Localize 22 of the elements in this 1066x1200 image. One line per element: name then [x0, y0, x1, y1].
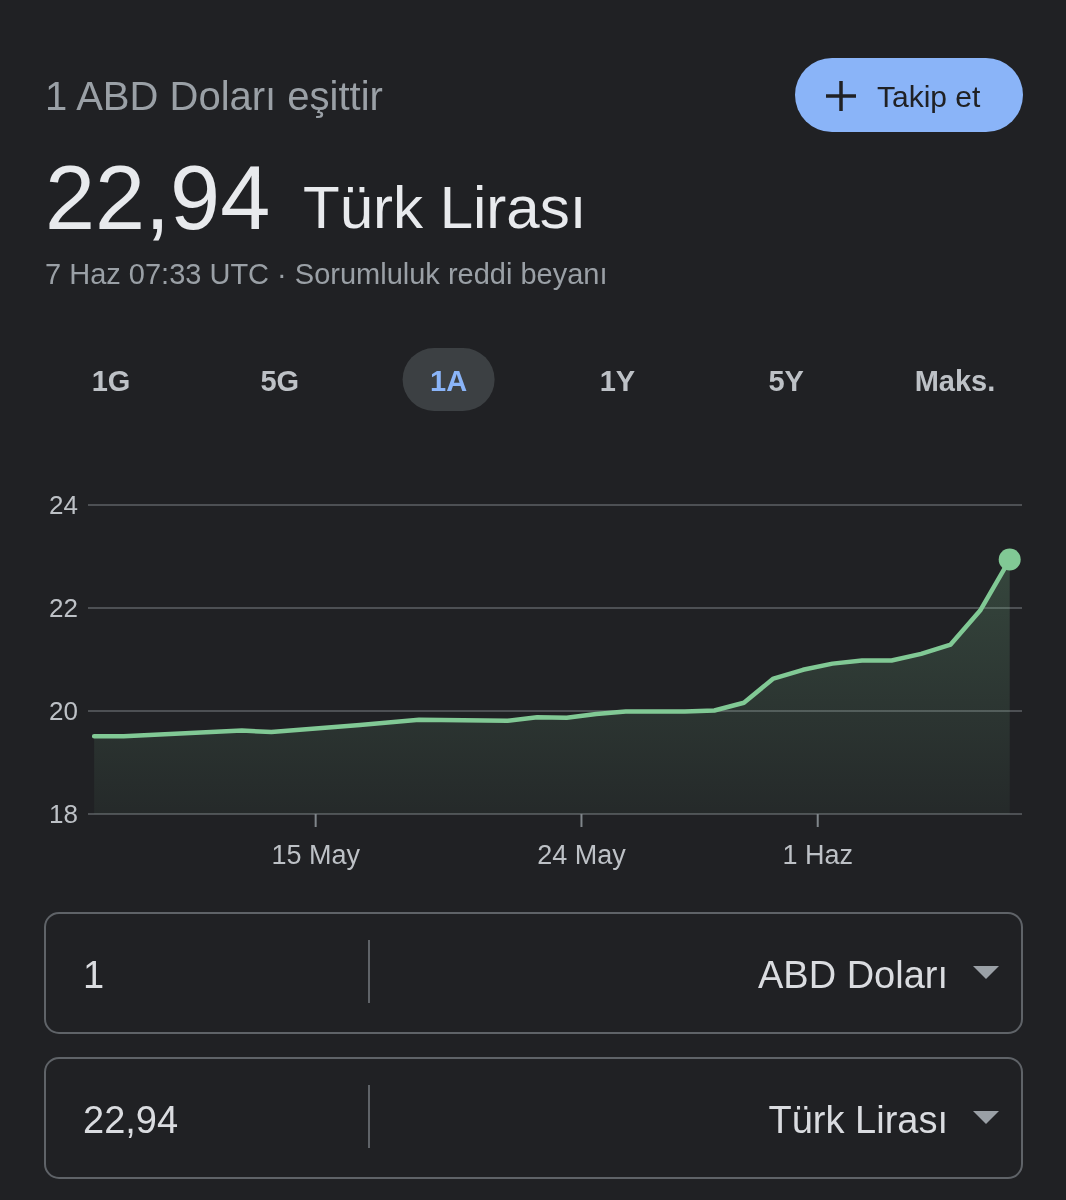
- y-tick-label: 22: [49, 593, 78, 624]
- text: 5Y: [768, 365, 804, 397]
- chart-title: 1 ABD Doları eşittir: [45, 74, 383, 118]
- x-tick-label: 15 May: [271, 840, 361, 870]
- text: Türk Lirası: [303, 174, 587, 241]
- text: 22,94: [83, 1099, 179, 1141]
- text: 1: [83, 954, 105, 996]
- text: Maks.: [914, 365, 996, 397]
- text: ABD Doları: [757, 954, 948, 996]
- text: 7 Haz 07:33 UTC · Sorumluluk reddi beyanı: [45, 258, 608, 290]
- text: 1A: [430, 365, 468, 397]
- x-tick-label: 1 Haz: [782, 840, 853, 870]
- x-tick-label: 24 May: [537, 840, 627, 870]
- text: 22,94: [45, 148, 271, 248]
- y-tick-label: 20: [49, 696, 78, 727]
- text: Takip et: [877, 80, 982, 113]
- text: 1G: [91, 365, 131, 397]
- text: 1Y: [599, 365, 636, 397]
- text: 5G: [260, 365, 300, 397]
- text: Türk Lirası: [768, 1099, 948, 1141]
- y-tick-label: 24: [49, 490, 78, 521]
- y-tick-label: 18: [49, 799, 78, 830]
